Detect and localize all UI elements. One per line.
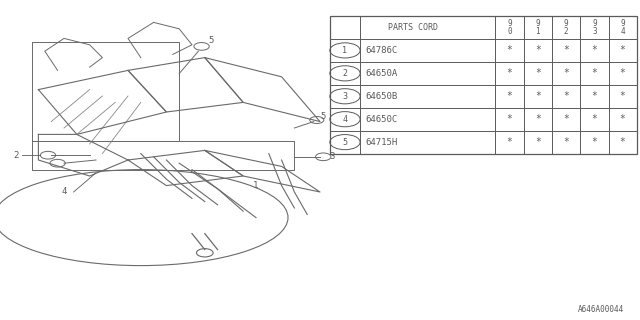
Text: 64650B: 64650B [365,92,397,101]
Text: *: * [591,68,597,78]
Text: *: * [507,91,513,101]
Text: 64786C: 64786C [365,46,397,55]
Text: 9
0: 9 0 [508,19,512,36]
Text: 64650A: 64650A [365,69,397,78]
Text: *: * [620,68,626,78]
Text: *: * [535,114,541,124]
Text: *: * [535,45,541,55]
Text: *: * [535,68,541,78]
Text: *: * [591,45,597,55]
Text: *: * [507,137,513,147]
Text: A646A00044: A646A00044 [578,305,624,314]
Text: *: * [563,137,569,147]
Text: 3: 3 [330,152,335,161]
Text: 1: 1 [253,181,259,190]
Text: *: * [507,114,513,124]
Text: *: * [563,68,569,78]
Text: 9
4: 9 4 [620,19,625,36]
Text: 4: 4 [61,188,67,196]
Text: 3: 3 [342,92,348,101]
Text: *: * [563,91,569,101]
Text: *: * [620,91,626,101]
Text: 64715H: 64715H [365,138,397,147]
Text: *: * [563,114,569,124]
Bar [330,16,637,154]
Text: *: * [535,137,541,147]
Text: *: * [507,68,513,78]
Text: 9
3: 9 3 [592,19,596,36]
Text: 9
2: 9 2 [564,19,568,36]
Text: *: * [620,45,626,55]
Text: 9
1: 9 1 [536,19,540,36]
Text: 4: 4 [342,115,348,124]
Text: 5: 5 [342,138,348,147]
Text: PARTS CORD: PARTS CORD [388,23,438,32]
Text: 64650C: 64650C [365,115,397,124]
Text: *: * [563,45,569,55]
Text: *: * [620,137,626,147]
Text: *: * [620,114,626,124]
Text: 2: 2 [13,151,19,160]
Text: *: * [591,91,597,101]
Text: *: * [507,45,513,55]
Text: 5: 5 [320,112,325,121]
Text: *: * [591,114,597,124]
Text: 5: 5 [208,36,213,44]
Text: 1: 1 [342,46,348,55]
Text: *: * [535,91,541,101]
Text: *: * [591,137,597,147]
Text: 2: 2 [342,69,348,78]
